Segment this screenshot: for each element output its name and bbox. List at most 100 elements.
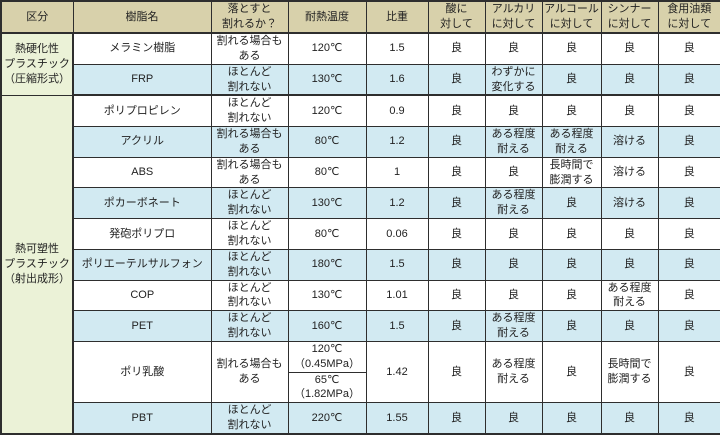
drop-break-cell: ほとんど 割れない (210, 402, 289, 435)
gravity-cell: 1.5 (365, 248, 429, 281)
gravity-cell: 1.2 (365, 187, 429, 220)
heat-temp-cell: 180℃ (287, 248, 367, 281)
gravity-cell: 1.6 (365, 63, 429, 97)
drop-break-cell: ほとんど 割れない (210, 218, 289, 250)
thinner-cell: 良 (600, 248, 659, 281)
thinner-cell: 良 (600, 310, 659, 342)
thinner-cell: 良 (600, 32, 659, 65)
drop-break-cell: ほとんど 割れない (210, 94, 289, 128)
heat-temp-cell: 220℃ (287, 402, 367, 435)
oil-cell: 良 (657, 402, 720, 435)
thinner-cell: 良 (600, 63, 659, 97)
gravity-cell: 1.55 (365, 402, 429, 435)
drop-break-cell: ほとんど 割れない (210, 187, 289, 220)
alcohol-cell: 良 (541, 279, 602, 312)
oil-cell: 良 (657, 279, 720, 312)
oil-cell: 良 (657, 340, 720, 404)
alkali-cell: 良 (484, 94, 543, 128)
alcohol-cell: 良 (541, 187, 602, 220)
heat-temp-cell: 120℃ (287, 32, 367, 65)
acid-cell: 良 (427, 187, 486, 220)
acid-cell: 良 (427, 248, 486, 281)
table-row: COP ほとんど 割れない 130℃ 1.01 良 良 良 ある程度 耐える 良 (1, 279, 720, 312)
resin-name-cell: ABS (72, 156, 212, 189)
col-header-gravity: 比重 (365, 0, 429, 34)
resin-name-cell: PBT (72, 402, 212, 435)
table-header: 区分 樹脂名 落とすと 割れるか？ 耐熱温度 比重 酸に 対して アルカリ に対… (0, 0, 720, 34)
col-header-category: 区分 (0, 0, 74, 34)
oil-cell: 良 (657, 218, 720, 250)
heat-temp-cell: 80℃ (287, 156, 367, 189)
alkali-cell: 良 (484, 402, 543, 435)
gravity-cell: 1.5 (365, 310, 429, 342)
alcohol-cell: ある程度 耐える (541, 126, 602, 158)
drop-break-cell: ほとんど 割れない (210, 63, 289, 97)
gravity-cell: 1 (365, 156, 429, 189)
oil-cell: 良 (657, 94, 720, 128)
alcohol-cell: 良 (541, 218, 602, 250)
oil-cell: 良 (657, 187, 720, 220)
heat-temp-cell: 80℃ (287, 218, 367, 250)
alkali-cell: 良 (484, 156, 543, 189)
thinner-cell: 長時間で 膨潤する (600, 340, 659, 404)
alcohol-cell: 良 (541, 94, 602, 128)
col-header-oil: 食用油類 に対して (657, 0, 720, 34)
alcohol-cell: 良 (541, 248, 602, 281)
header-row: 区分 樹脂名 落とすと 割れるか？ 耐熱温度 比重 酸に 対して アルカリ に対… (0, 0, 720, 34)
heat-temp-cell: 80℃ (287, 126, 367, 158)
col-header-resin-name: 樹脂名 (72, 0, 212, 34)
heat-temp-cell-upper: 120℃ （0.45MPa） (287, 340, 367, 373)
table-row: PBT ほとんど 割れない 220℃ 1.55 良 良 良 良 良 (1, 402, 720, 435)
alkali-cell: ある程度 耐える (484, 340, 543, 404)
alkali-cell: ある程度 耐える (484, 126, 543, 158)
gravity-cell: 1.01 (365, 279, 429, 312)
oil-cell: 良 (657, 63, 720, 97)
oil-cell: 良 (657, 126, 720, 158)
table-row: アクリル 割れる場合も ある 80℃ 1.2 良 ある程度 耐える ある程度 耐… (1, 126, 720, 158)
resin-name-cell: ポリプロピレン (72, 94, 212, 128)
drop-break-cell: 割れる場合も ある (210, 126, 289, 158)
gravity-cell: 1.5 (365, 32, 429, 65)
drop-break-cell: ほとんど 割れない (210, 310, 289, 342)
col-header-alkali: アルカリ に対して (484, 0, 543, 34)
drop-break-cell: ほとんど 割れない (210, 248, 289, 281)
thinner-cell: 良 (600, 94, 659, 128)
resin-name-cell: PET (72, 310, 212, 342)
alcohol-cell: 良 (541, 63, 602, 97)
acid-cell: 良 (427, 32, 486, 65)
category-cell: 熱可塑性 プラスチック （射出成形） (0, 94, 74, 435)
alkali-cell: ある程度 耐える (484, 310, 543, 342)
acid-cell: 良 (427, 340, 486, 404)
gravity-cell: 0.06 (365, 218, 429, 250)
col-header-heat-temp: 耐熱温度 (287, 0, 367, 34)
gravity-cell: 0.9 (365, 94, 429, 128)
table-row: PET ほとんど 割れない 160℃ 1.5 良 ある程度 耐える 良 良 良 (1, 310, 720, 342)
table-row: 熱硬化性 プラスチック （圧縮形式） メラミン樹脂 割れる場合も ある 120℃… (0, 32, 720, 96)
oil-cell: 良 (657, 156, 720, 189)
acid-cell: 良 (427, 402, 486, 435)
alkali-cell: わずかに 変化する (484, 63, 543, 97)
acid-cell: 良 (427, 63, 486, 97)
oil-cell: 良 (657, 248, 720, 281)
thinner-cell: 溶ける (600, 187, 659, 220)
thinner-cell: 良 (600, 218, 659, 250)
gravity-cell: 1.42 (365, 340, 429, 404)
table-row: ABS 割れる場合も ある 80℃ 1 良 良 長時間で 膨潤する 溶ける 良 (1, 156, 720, 189)
resin-name-cell: ポカーボネート (72, 187, 212, 220)
alcohol-cell: 良 (541, 340, 602, 404)
table-row: 熱可塑性 プラスチック （射出成形） ポリプロピレン ほとんど 割れない 120… (0, 94, 720, 435)
acid-cell: 良 (427, 156, 486, 189)
drop-break-cell: 割れる場合も ある (210, 156, 289, 189)
table-row: 65℃ （1.82MPa） (1, 371, 720, 404)
col-header-thinner: シンナー に対して (600, 0, 659, 34)
resin-name-cell: COP (72, 279, 212, 312)
resin-name-cell: メラミン樹脂 (72, 32, 212, 65)
resin-name-cell: 発砲ポリプロ (72, 218, 212, 250)
oil-cell: 良 (657, 310, 720, 342)
col-header-alcohol: アルコール に対して (541, 0, 602, 34)
heat-temp-cell: 120℃ (287, 94, 367, 128)
acid-cell: 良 (427, 126, 486, 158)
alcohol-cell: 良 (541, 402, 602, 435)
thinner-cell: 良 (600, 402, 659, 435)
